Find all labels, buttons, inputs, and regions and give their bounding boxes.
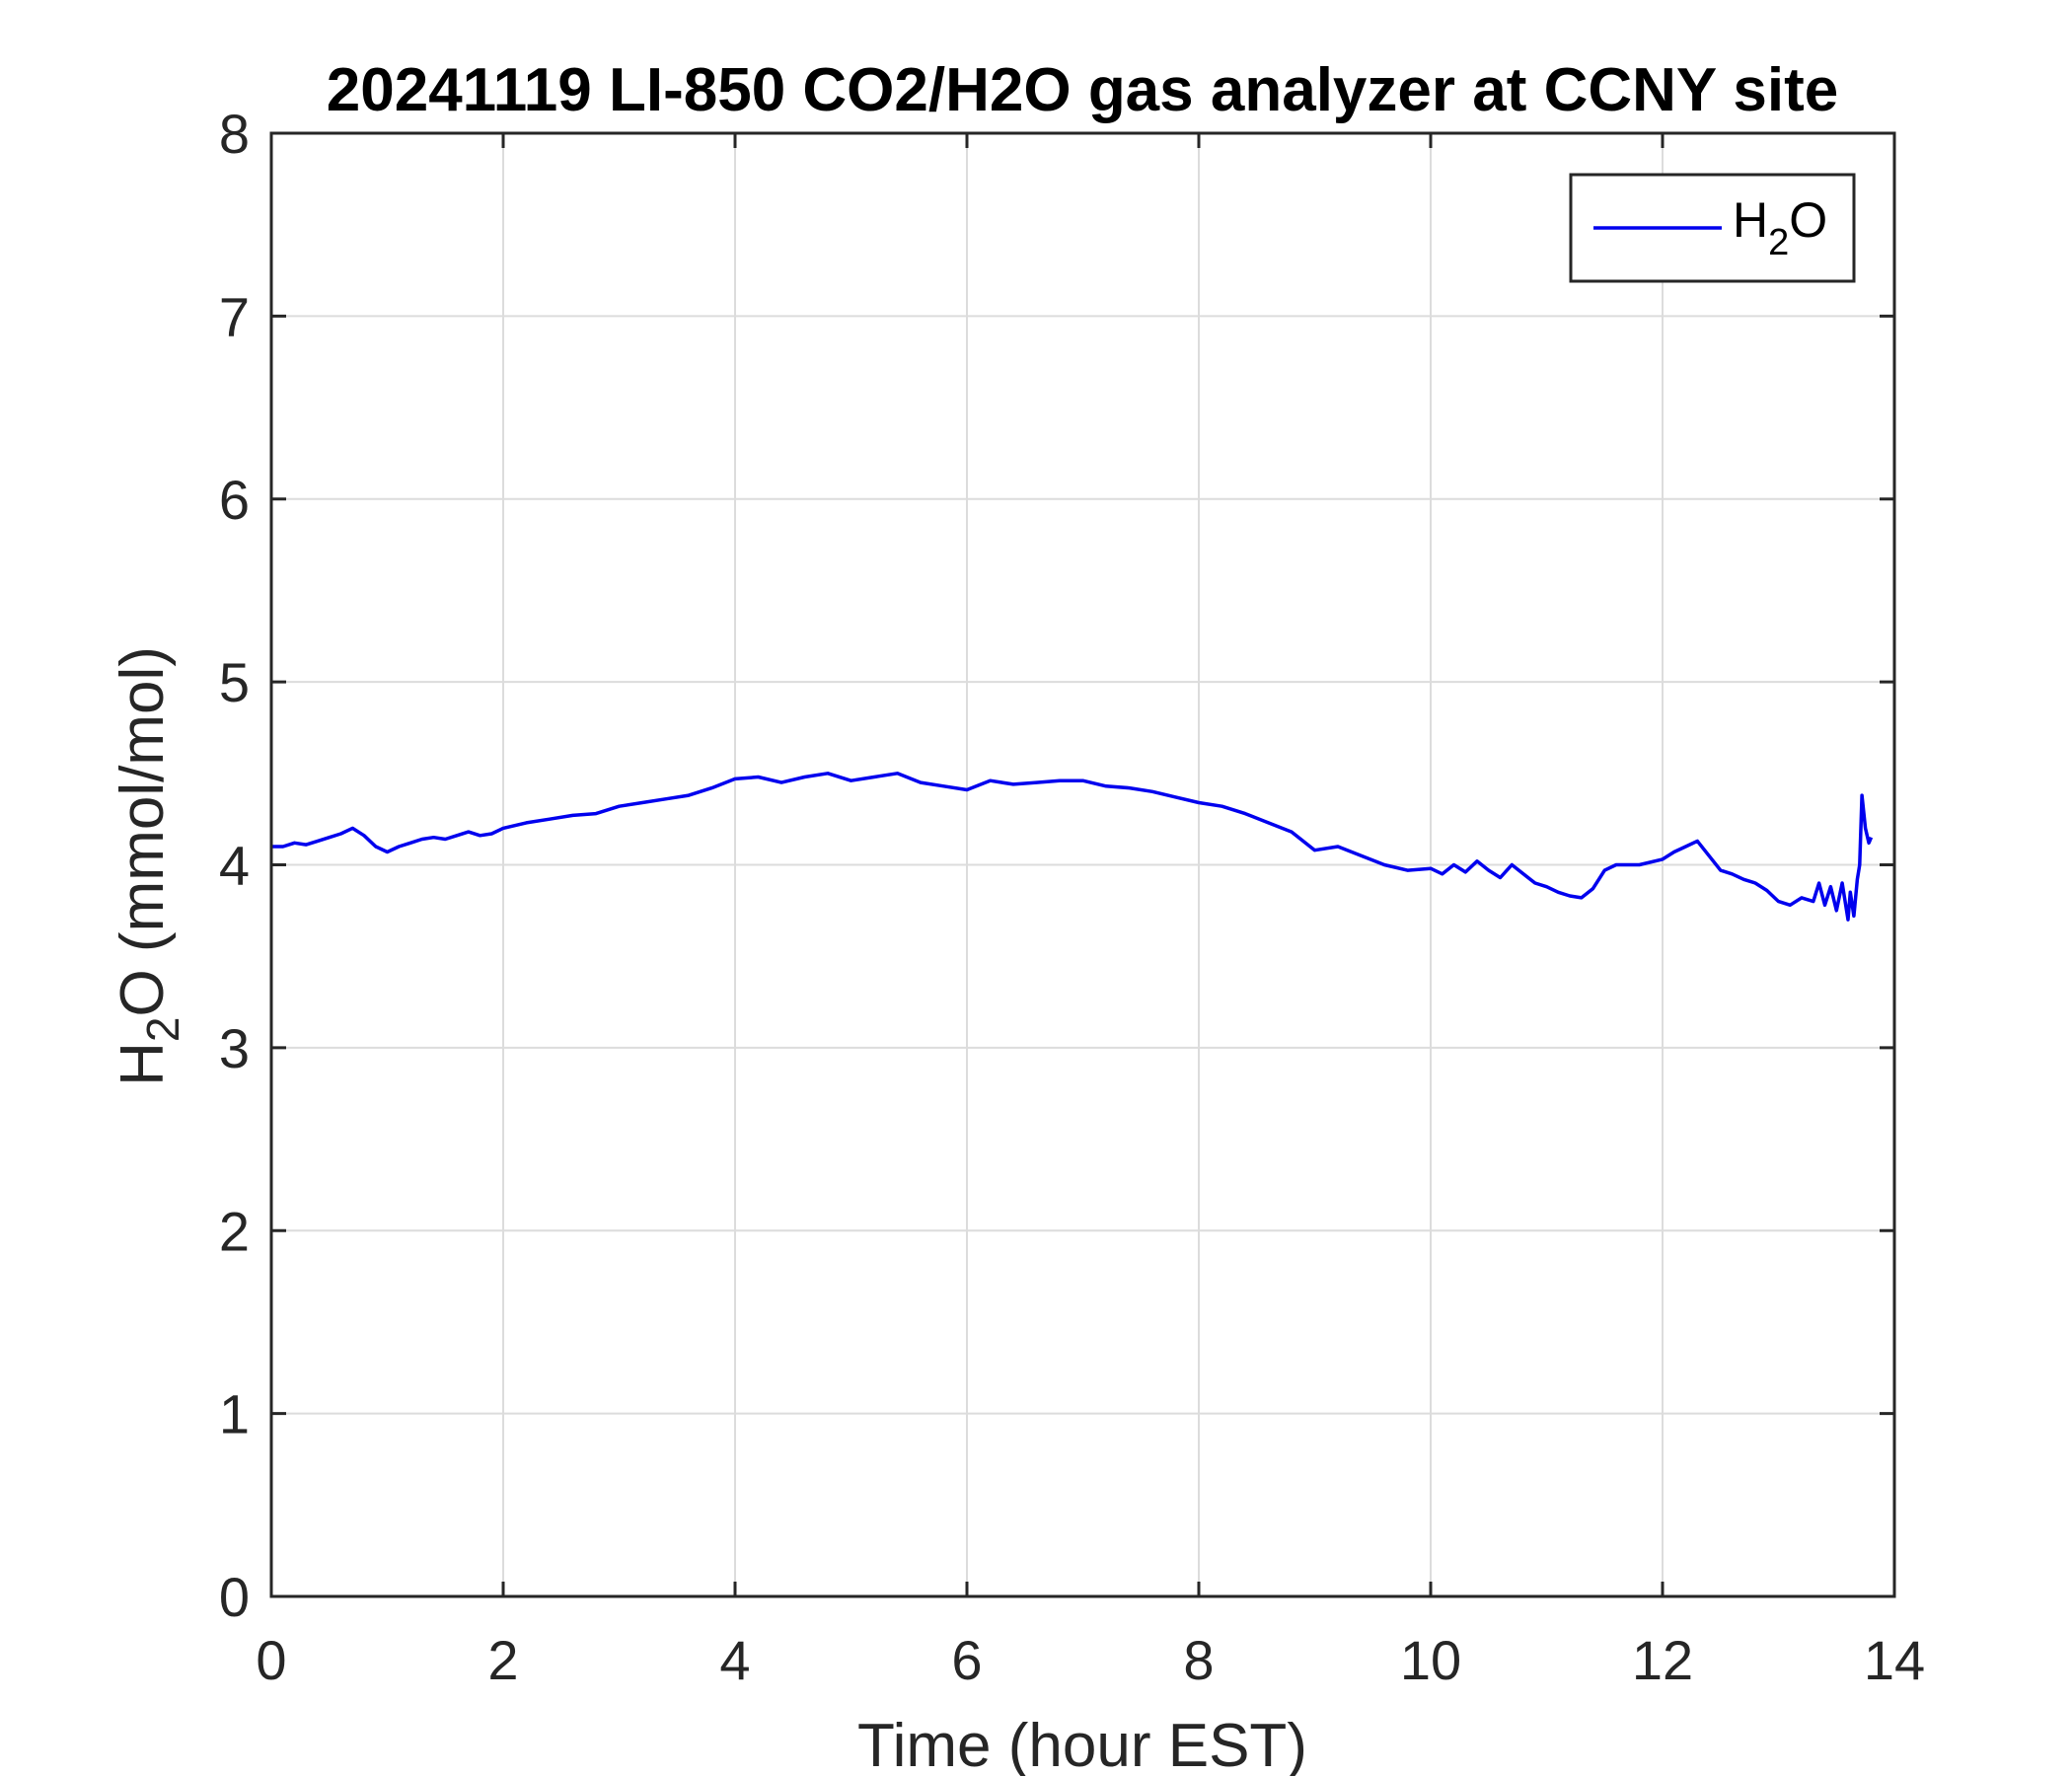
y-tick-label: 1	[219, 1383, 250, 1445]
legend-label-subscript: 2	[1768, 222, 1789, 263]
y-tick-label: 5	[219, 651, 250, 713]
x-tick-label: 6	[951, 1629, 982, 1691]
legend-label-rest: O	[1789, 192, 1827, 248]
legend-label-h2o: H2O	[1733, 192, 1827, 263]
y-axis-label-base: H	[109, 1042, 177, 1086]
x-tick-label: 14	[1864, 1629, 1925, 1691]
y-tick-label: 2	[219, 1200, 250, 1262]
y-tick-labels: 0 1 2 3 4 5 6 7 8	[219, 103, 250, 1628]
x-tick-label: 0	[256, 1629, 286, 1691]
grid	[271, 133, 1894, 1596]
y-axis-label-subscript: 2	[137, 1017, 188, 1043]
y-tick-label: 3	[219, 1017, 250, 1079]
legend: H2O	[1569, 173, 1856, 283]
x-tick-labels: 0 2 4 6 8 10 12 14	[256, 1629, 1925, 1691]
y-axis-label-rest: O (mmol/mol)	[109, 646, 177, 1016]
x-tick-label: 12	[1632, 1629, 1693, 1691]
y-tick-label: 8	[219, 103, 250, 165]
legend-label-base: H	[1733, 192, 1768, 248]
y-tick-label: 0	[219, 1566, 250, 1628]
series-layer	[271, 772, 1874, 922]
x-tick-label: 10	[1400, 1629, 1461, 1691]
series-line-h2o	[271, 772, 1874, 922]
tick-marks	[269, 131, 1896, 1598]
y-tick-label: 4	[219, 835, 250, 897]
chart-title: 20241119 LI-850 CO2/H2O gas analyzer at …	[327, 56, 1838, 124]
axes-box	[269, 131, 1896, 1598]
y-axis-label: H2O (mmol/mol)	[109, 646, 188, 1086]
svg-text:H2O (mmol/mol): H2O (mmol/mol)	[109, 646, 188, 1086]
y-tick-label: 6	[219, 469, 250, 531]
x-tick-label: 2	[487, 1629, 518, 1691]
x-axis-label: Time (hour EST)	[857, 1712, 1307, 1776]
x-tick-label: 4	[719, 1629, 750, 1691]
x-tick-label: 8	[1183, 1629, 1214, 1691]
y-tick-label: 7	[219, 285, 250, 347]
